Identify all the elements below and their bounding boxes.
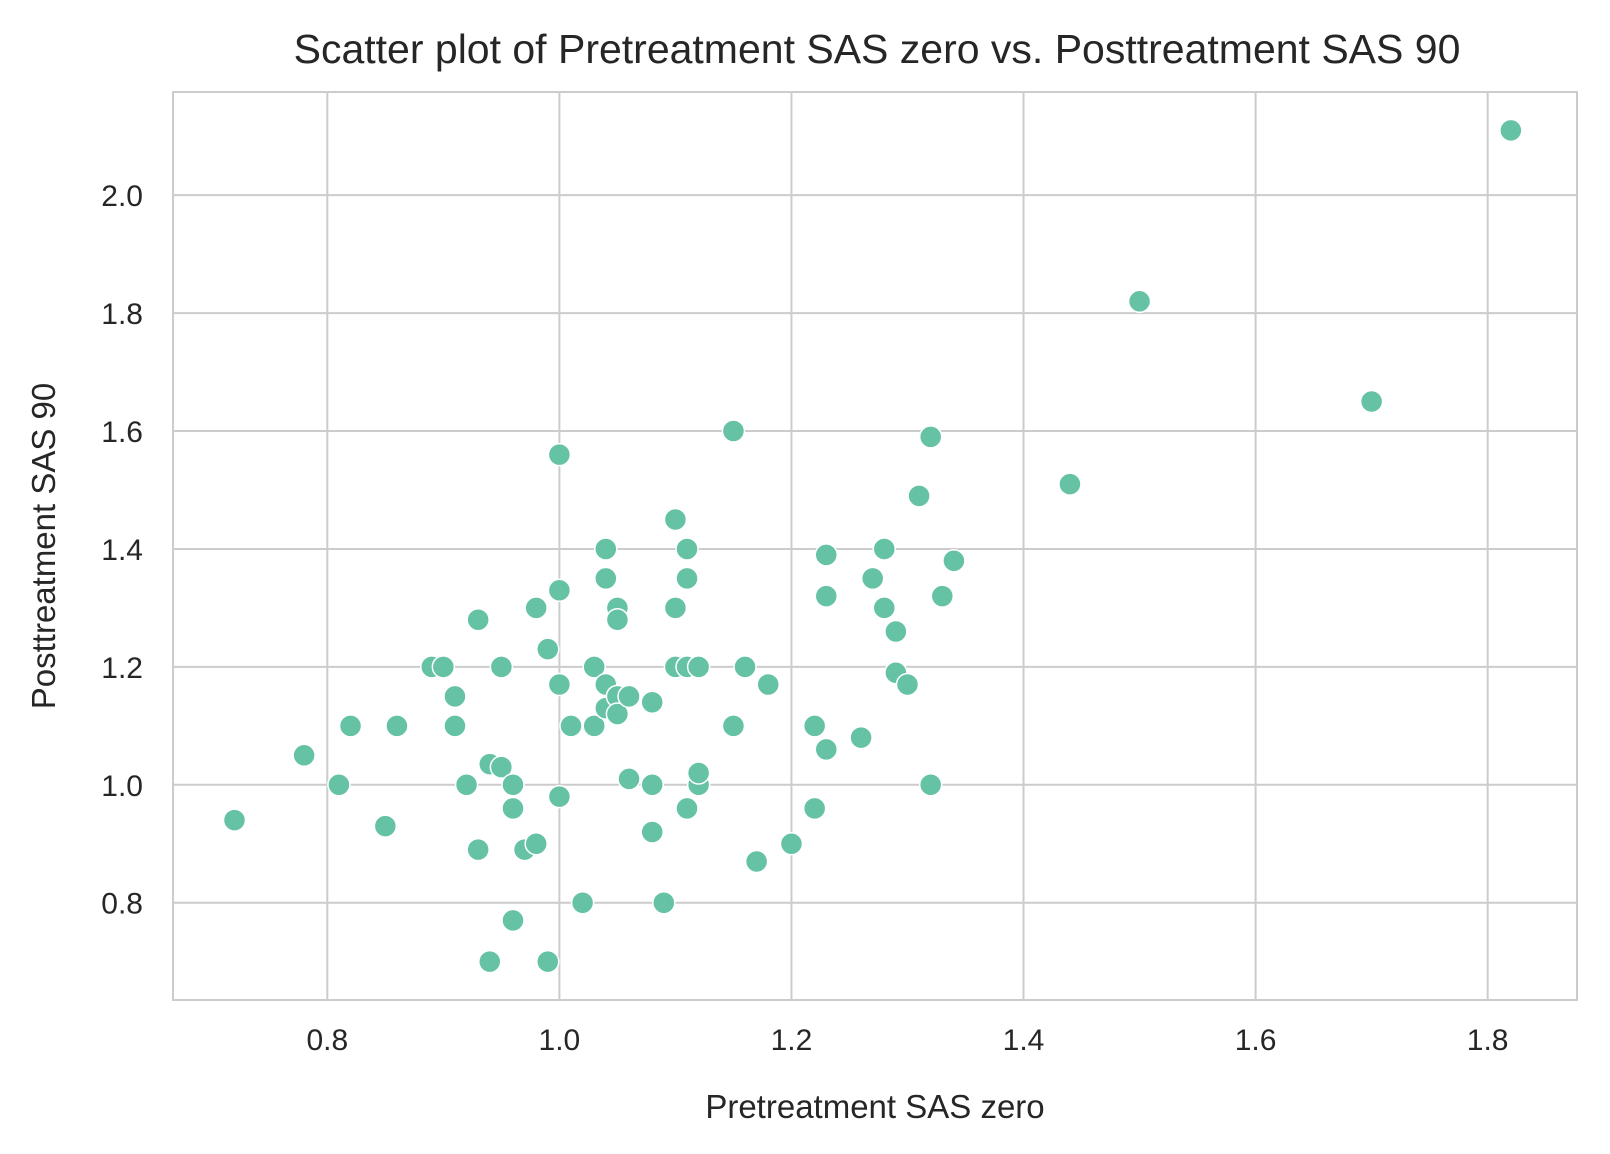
data-point (547, 578, 572, 602)
data-point (605, 607, 630, 632)
data-point (721, 419, 746, 443)
data-point (501, 773, 525, 797)
data-point (1499, 118, 1523, 143)
data-point (559, 714, 583, 738)
x-tick-label: 0.8 (306, 1024, 348, 1057)
data-point (942, 548, 966, 573)
data-point (652, 890, 676, 915)
y-tick-label: 1.8 (101, 298, 143, 331)
x-tick-label: 1.0 (539, 1024, 581, 1057)
data-point (1127, 289, 1152, 314)
data-point (686, 761, 711, 785)
data-point (884, 619, 908, 644)
chart-title: Scatter plot of Pretreatment SAS zero vs… (294, 26, 1461, 72)
data-point (744, 849, 769, 874)
data-point (338, 714, 363, 738)
data-point (489, 755, 514, 779)
points-layer (222, 118, 1523, 974)
data-point (895, 672, 920, 697)
data-point (733, 655, 757, 679)
data-point (918, 425, 943, 449)
data-point (640, 820, 664, 844)
data-point (501, 908, 525, 933)
x-tick-label: 1.2 (771, 1024, 813, 1057)
y-tick-label: 1.0 (101, 770, 143, 803)
data-point (489, 655, 514, 679)
data-point (594, 537, 618, 561)
data-point (918, 773, 943, 797)
data-point (675, 537, 699, 561)
x-tick-label: 1.8 (1467, 1024, 1509, 1057)
data-point (466, 837, 490, 862)
data-point (1359, 389, 1384, 414)
data-point (814, 737, 839, 762)
data-point (1058, 472, 1082, 496)
data-point (617, 684, 641, 709)
plot-frame (172, 91, 1578, 1001)
data-point (547, 442, 572, 467)
data-point (524, 596, 548, 620)
data-point (536, 949, 560, 974)
data-point (721, 714, 746, 738)
data-point (501, 796, 525, 821)
data-point (443, 714, 467, 738)
data-point (814, 543, 839, 567)
x-axis-label: Pretreatment SAS zero (705, 1088, 1044, 1125)
data-point (802, 714, 827, 738)
data-point (756, 672, 780, 697)
y-tick-label: 0.8 (101, 888, 143, 921)
data-point (930, 584, 955, 608)
data-point (570, 890, 595, 915)
data-point (640, 773, 664, 797)
x-tick-label: 1.6 (1235, 1024, 1277, 1057)
data-point (582, 655, 606, 679)
data-point (478, 949, 502, 974)
data-point (443, 684, 467, 709)
data-point (431, 655, 456, 679)
data-point (536, 637, 560, 661)
data-point (675, 796, 699, 821)
y-axis-label: Posttreatment SAS 90 (25, 383, 62, 710)
data-point (547, 784, 572, 809)
data-point (617, 767, 641, 791)
data-point (860, 566, 885, 591)
y-tick-label: 2.0 (101, 180, 143, 213)
y-tick-label: 1.2 (101, 652, 143, 685)
y-tick-label: 1.4 (101, 534, 143, 567)
data-point (686, 655, 711, 679)
data-point (779, 832, 804, 856)
data-point (605, 702, 630, 726)
data-point (872, 596, 897, 620)
data-point (663, 596, 688, 620)
data-point (222, 808, 247, 832)
data-point (582, 714, 606, 738)
x-axis-ticks: 0.8 1.0 1.2 1.4 1.6 1.8 (306, 1024, 1508, 1057)
data-point (292, 743, 316, 768)
data-point (663, 507, 688, 532)
data-point (454, 773, 479, 797)
data-point (466, 607, 490, 632)
data-point (373, 814, 398, 838)
data-point (385, 714, 409, 738)
data-point (524, 832, 548, 856)
data-point (872, 537, 897, 561)
data-point (640, 690, 664, 714)
data-point (327, 773, 351, 797)
data-point (849, 725, 873, 750)
data-point (802, 796, 827, 821)
data-point (547, 672, 572, 697)
data-point (814, 584, 839, 608)
x-tick-label: 1.4 (1003, 1024, 1045, 1057)
data-point (907, 484, 931, 508)
y-axis-ticks: 0.8 1.0 1.2 1.4 1.6 1.8 2.0 (101, 180, 143, 921)
data-point (675, 566, 699, 591)
grid-layer (173, 92, 1577, 1000)
data-point (594, 566, 618, 591)
y-tick-label: 1.6 (101, 416, 143, 449)
